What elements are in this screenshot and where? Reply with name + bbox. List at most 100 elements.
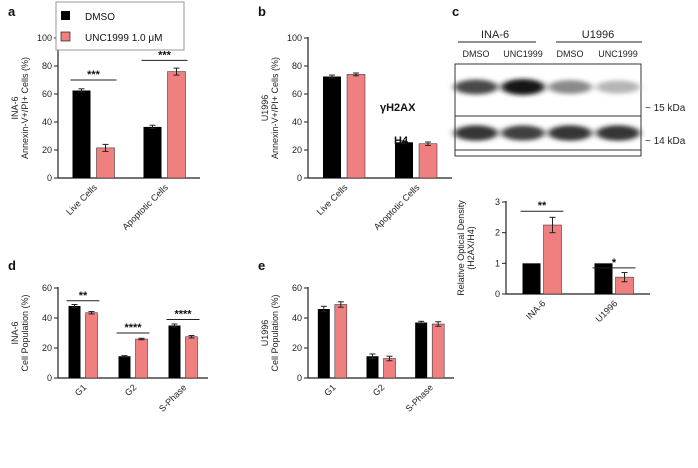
bar <box>143 126 162 178</box>
blot-lane-label: UNC1999 <box>503 49 543 59</box>
y-tick-label: 40 <box>42 313 52 323</box>
y-axis-label: (H2AX/H4) <box>466 226 476 270</box>
y-tick-label: 40 <box>292 117 302 127</box>
category-label: Live Cells <box>315 182 350 217</box>
y-tick-label: 80 <box>292 61 302 71</box>
y-axis-label: Relative Optical Density <box>456 200 466 296</box>
bar-chart-c: 0 1 2 3 Relative Optical Density (H2AX/H4) INA… <box>456 197 650 324</box>
bar <box>185 336 198 379</box>
blot-band <box>548 125 592 141</box>
blot-band <box>454 79 498 95</box>
bar <box>334 304 348 379</box>
y-tick-label: 1 <box>495 258 500 268</box>
blot-band <box>501 79 545 95</box>
blot-kda-label: ~ 14 kDa <box>645 136 686 147</box>
blot-band <box>501 125 545 141</box>
panel-letter: b <box>258 4 266 19</box>
bar <box>431 323 445 379</box>
y-axis-label: U1996 <box>260 320 270 347</box>
category-label: INA-6 <box>524 298 547 321</box>
category-label: G2 <box>123 382 139 398</box>
category-label: G1 <box>73 382 89 398</box>
blot-protein-label: γH2AX <box>380 102 416 114</box>
bar <box>118 356 131 378</box>
blot-lane-label: UNC1999 <box>598 49 638 59</box>
y-tick-label: 20 <box>292 145 302 155</box>
category-label: Live Cells <box>64 182 99 217</box>
y-tick-label: 2 <box>495 228 500 238</box>
legend-box <box>55 1 185 51</box>
legend-label-dmso: DMSO <box>85 12 115 23</box>
y-tick-label: 60 <box>292 283 302 293</box>
bar <box>594 263 613 294</box>
bar <box>383 358 396 379</box>
legend-swatch-unc <box>60 31 71 42</box>
y-tick-label: 0 <box>495 289 500 299</box>
bar <box>96 147 115 179</box>
y-axis-label: Cell Population (%) <box>20 294 30 371</box>
blot-protein-label: H4 <box>394 135 409 147</box>
legend-label-unc: UNC1999 1.0 μM <box>85 33 162 44</box>
bar <box>366 356 379 378</box>
y-tick-label: 20 <box>292 343 302 353</box>
y-tick-label: 40 <box>42 117 52 127</box>
blot-bands-h4 <box>454 115 642 151</box>
blot-group-label: U1996 <box>582 29 614 41</box>
blot-band <box>454 125 498 141</box>
bar <box>415 322 428 378</box>
category-label: Apoptotic Cells <box>372 182 422 232</box>
bar <box>418 143 438 179</box>
y-tick-label: 40 <box>292 313 302 323</box>
blot-kda-label: ~ 15 kDa <box>645 103 686 114</box>
bar-chart-e: 0 20 40 60 U1996 Cell Population (%) G1 G2 S-Pha… <box>260 283 454 414</box>
significance-label: * <box>612 257 617 269</box>
y-tick-label: 3 <box>495 197 500 207</box>
bar <box>317 309 330 378</box>
panel-letter: a <box>8 4 16 19</box>
western-blot: INA-6 U1996 DMSO UNC1999 DMSO UNC1999 γH… <box>380 29 686 157</box>
bar-chart-b: 0 20 40 60 80 100 U1996 Annexin-V+/PI+ Cells (%… <box>260 33 452 232</box>
bar <box>168 325 181 378</box>
legend: DMSO UNC1999 1.0 μM <box>55 1 185 51</box>
bar-chart-d: 0 20 40 60 INA-6 Cell Population (%) G1 G2 S-Pha… <box>10 283 208 414</box>
y-axis-label: Cell Population (%) <box>270 294 280 371</box>
y-tick-label: 60 <box>42 283 52 293</box>
bar <box>346 74 366 179</box>
significance-label: ** <box>79 290 88 302</box>
y-tick-label: 0 <box>47 173 52 183</box>
significance-label: ** <box>538 200 547 212</box>
legend-swatch-dmso <box>61 11 70 20</box>
y-tick-label: 100 <box>287 33 302 43</box>
blot-lane-label: DMSO <box>557 49 584 59</box>
significance-label: *** <box>158 49 172 61</box>
blot-band <box>596 80 640 94</box>
y-axis-label: Annexin-V+/PI+ Cells (%) <box>270 57 280 159</box>
category-label: G2 <box>371 382 387 398</box>
blot-lane-label: DMSO <box>463 49 490 59</box>
y-tick-label: 0 <box>297 173 302 183</box>
bar <box>85 312 98 379</box>
blot-band <box>548 80 592 94</box>
y-tick-label: 80 <box>42 61 52 71</box>
significance-label: **** <box>124 322 142 334</box>
category-label: U1996 <box>594 298 620 324</box>
bar <box>135 338 148 379</box>
bar-chart-a: 0 20 40 60 80 100 INA-6 Annexin-V+/PI+ Cells (%… <box>10 33 200 232</box>
significance-label: *** <box>87 69 101 81</box>
bar <box>522 263 541 294</box>
category-label: Apoptotic Cells <box>120 182 170 232</box>
y-tick-label: 20 <box>42 343 52 353</box>
bar <box>167 71 186 179</box>
panel-letter: e <box>258 258 265 273</box>
y-axis-label: Annexin-V+/PI+ Cells (%) <box>20 57 30 159</box>
y-tick-label: 100 <box>37 33 52 43</box>
y-tick-label: 0 <box>47 373 52 383</box>
panel-letter: c <box>452 4 459 19</box>
bar <box>72 90 91 178</box>
blot-bands-gh2ax <box>454 79 640 95</box>
y-tick-label: 0 <box>297 373 302 383</box>
bar <box>395 142 413 178</box>
blot-group-label: INA-6 <box>481 29 509 41</box>
y-axis-label: INA-6 <box>10 321 20 344</box>
